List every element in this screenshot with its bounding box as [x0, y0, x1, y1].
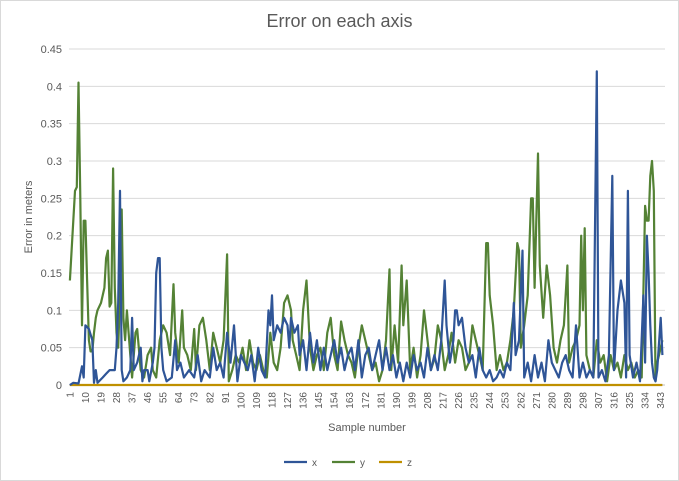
x-tick-label: 307	[594, 392, 605, 409]
x-tick-label: 118	[267, 392, 278, 408]
x-tick-label: 19	[96, 392, 107, 404]
x-tick-label: 82	[205, 392, 216, 404]
x-tick-label: 100	[236, 392, 247, 409]
y-tick-label: 0.35	[41, 119, 62, 131]
x-tick-label: 109	[252, 392, 263, 409]
chart-title: Error on each axis	[266, 11, 413, 31]
x-tick-label: 208	[423, 392, 434, 409]
x-tick-label: 262	[516, 392, 527, 409]
x-tick-label: 244	[485, 392, 496, 409]
x-tick-label: 10	[81, 392, 92, 404]
legend-label-z: z	[407, 458, 412, 469]
x-tick-label: 253	[501, 392, 512, 409]
x-tick-label: 334	[641, 392, 652, 409]
legend-label-x: x	[312, 458, 317, 469]
x-tick-label: 46	[143, 392, 154, 404]
x-axis-title: Sample number	[328, 422, 406, 434]
x-tick-label: 136	[299, 392, 310, 409]
y-tick-label: 0	[56, 380, 62, 392]
x-tick-label: 145	[314, 392, 325, 409]
x-tick-label: 127	[283, 392, 294, 409]
x-tick-label: 73	[190, 392, 201, 404]
y-axis-title: Error in meters	[23, 180, 35, 253]
x-tick-label: 343	[656, 392, 667, 409]
x-tick-label: 298	[578, 392, 589, 409]
x-tick-label: 1	[65, 392, 76, 398]
x-tick-label: 163	[345, 392, 356, 409]
x-tick-label: 325	[625, 392, 636, 409]
x-tick-label: 154	[330, 392, 341, 409]
y-tick-label: 0.1	[47, 305, 62, 317]
x-tick-label: 55	[159, 392, 170, 404]
x-tick-label: 172	[361, 392, 372, 409]
legend-label-y: y	[360, 458, 365, 469]
x-tick-label: 28	[112, 392, 123, 404]
series-line-y	[68, 81, 664, 383]
y-tick-label: 0.15	[41, 268, 62, 280]
x-tick-label: 199	[407, 392, 418, 409]
y-tick-label: 0.2	[47, 231, 62, 243]
x-tick-label: 91	[221, 392, 232, 404]
y-tick-label: 0.45	[41, 44, 62, 56]
x-tick-label: 217	[439, 392, 450, 409]
x-tick-label: 181	[376, 392, 387, 409]
x-tick-label: 37	[128, 392, 139, 404]
x-tick-label: 226	[454, 392, 465, 409]
y-tick-label: 0.25	[41, 193, 62, 205]
x-tick-label: 316	[610, 392, 621, 409]
x-tick-label: 190	[392, 392, 403, 409]
x-tick-label: 271	[532, 392, 543, 409]
x-tick-label: 235	[470, 392, 481, 409]
x-tick-label: 289	[563, 392, 574, 409]
y-tick-label: 0.05	[41, 343, 62, 355]
x-tick-label: 280	[547, 392, 558, 409]
y-tick-label: 0.4	[47, 81, 62, 93]
series-line-x	[69, 70, 664, 386]
y-tick-label: 0.3	[47, 156, 62, 168]
x-tick-label: 64	[174, 392, 185, 404]
